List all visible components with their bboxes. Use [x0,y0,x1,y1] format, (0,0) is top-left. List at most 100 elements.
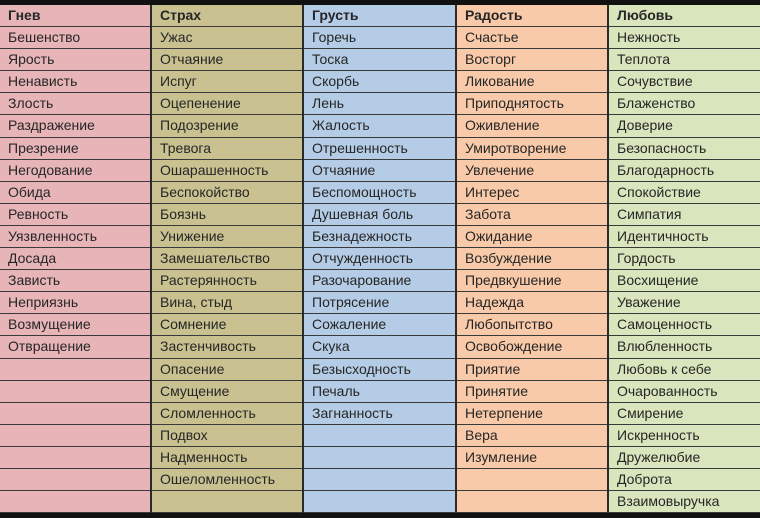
column-header: Гнев [0,5,150,28]
table-cell: Оживление [457,115,607,138]
table-cell: Разочарование [304,270,455,293]
table-cell [152,491,302,514]
table-cell: Тоска [304,49,455,72]
table-cell: Искренность [609,425,760,447]
table-cell: Печаль [304,381,455,403]
table-cell: Теплота [609,49,760,72]
column-header: Радость [457,5,607,28]
table-cell: Боязнь [152,204,302,226]
table-cell: Душевная боль [304,204,455,226]
table-cell: Приподнятость [457,93,607,116]
table-cell: Оцепенение [152,93,302,116]
table-cell: Унижение [152,226,302,249]
table-cell [304,491,455,514]
table-cell: Восторг [457,49,607,72]
table-cell: Загнанность [304,403,455,425]
table-cell [0,469,150,492]
column-1: Страх Ужас Отчаяние Испуг Оцепенение Подозрен… [152,5,304,514]
table-cell: Скорбь [304,71,455,94]
table-cell: Сомнение [152,314,302,337]
table-cell: Ошеломленность [152,469,302,492]
table-cell: Очарованность [609,381,760,403]
table-cell: Ревность [0,204,150,226]
column-3: Радость Счастье Восторг Ликование Приподнято… [457,5,609,514]
table-cell [304,447,455,469]
table-cell: Влюбленность [609,336,760,359]
table-cell: Безнадежность [304,226,455,249]
table-cell [304,469,455,492]
table-cell [457,491,607,514]
table-cell: Обида [0,182,150,204]
column-header: Любовь [609,5,760,28]
table-cell: Негодование [0,160,150,182]
table-cell: Ярость [0,49,150,72]
table-cell: Подвох [152,425,302,447]
table-cell: Принятие [457,381,607,403]
table-cell: Блаженство [609,93,760,116]
table-cell: Застенчивость [152,336,302,359]
table-cell: Смирение [609,403,760,425]
table-cell: Лень [304,93,455,116]
table-cell: Интерес [457,182,607,204]
table-cell [457,469,607,492]
table-cell: Нетерпение [457,403,607,425]
table-cell [0,491,150,514]
table-cell: Сожаление [304,314,455,337]
table-cell: Восхищение [609,270,760,293]
table-cell: Отчаяние [152,49,302,72]
column-2: Грусть Горечь Тоска Скорбь Лень Жалость Отреше… [304,5,457,514]
table-cell: Презрение [0,138,150,160]
table-cell: Смущение [152,381,302,403]
table-cell: Счастье [457,27,607,50]
table-cell: Беспомощность [304,182,455,204]
table-cell: Спокойствие [609,182,760,204]
table-cell: Раздражение [0,115,150,138]
table-cell: Беспокойство [152,182,302,204]
table-cell: Любопытство [457,314,607,337]
table-cell: Возмущение [0,314,150,337]
table-cell: Ошарашенность [152,160,302,182]
table-cell: Увлечение [457,160,607,182]
table-cell: Отчаяние [304,160,455,182]
table-cell: Изумление [457,447,607,469]
column-0: Гнев Бешенство Ярость Ненависть Злость Раздра… [0,5,152,514]
table-cell: Бешенство [0,27,150,50]
table-cell: Тревога [152,138,302,160]
table-cell: Симпатия [609,204,760,226]
table-cell: Умиротворение [457,138,607,160]
table-cell: Горечь [304,27,455,50]
table-cell: Надменность [152,447,302,469]
table-cell: Приятие [457,359,607,381]
table-cell: Опасение [152,359,302,381]
table-cell: Освобождение [457,336,607,359]
table-cell: Растерянность [152,270,302,293]
table-cell: Возбуждение [457,248,607,271]
table-cell: Безысходность [304,359,455,381]
table-cell: Ожидание [457,226,607,249]
table-cell: Уязвленность [0,226,150,249]
table-cell: Благодарность [609,160,760,182]
table-cell: Взаимовыручка [609,491,760,514]
table-cell: Нежность [609,27,760,50]
table-cell: Отчужденность [304,248,455,271]
table-cell: Жалость [304,115,455,138]
table-cell: Самоценность [609,314,760,337]
table-cell: Надежда [457,292,607,315]
table-cell [0,447,150,469]
table-cell [0,359,150,381]
table-cell: Ликование [457,71,607,94]
column-header: Страх [152,5,302,28]
table-cell [0,425,150,447]
table-cell: Сочувствие [609,71,760,94]
table-cell [304,425,455,447]
table-cell: Доверие [609,115,760,138]
table-cell: Ужас [152,27,302,50]
table-cell [0,381,150,403]
table-cell: Ненависть [0,71,150,94]
column-4: Любовь Нежность Теплота Сочувствие Блаженств… [609,5,760,514]
table-cell: Предвкушение [457,270,607,293]
table-cell: Замешательство [152,248,302,271]
table-cell: Уважение [609,292,760,315]
emotions-table: Гнев Бешенство Ярость Ненависть Злость Раздра… [0,5,760,514]
table-cell: Идентичность [609,226,760,249]
